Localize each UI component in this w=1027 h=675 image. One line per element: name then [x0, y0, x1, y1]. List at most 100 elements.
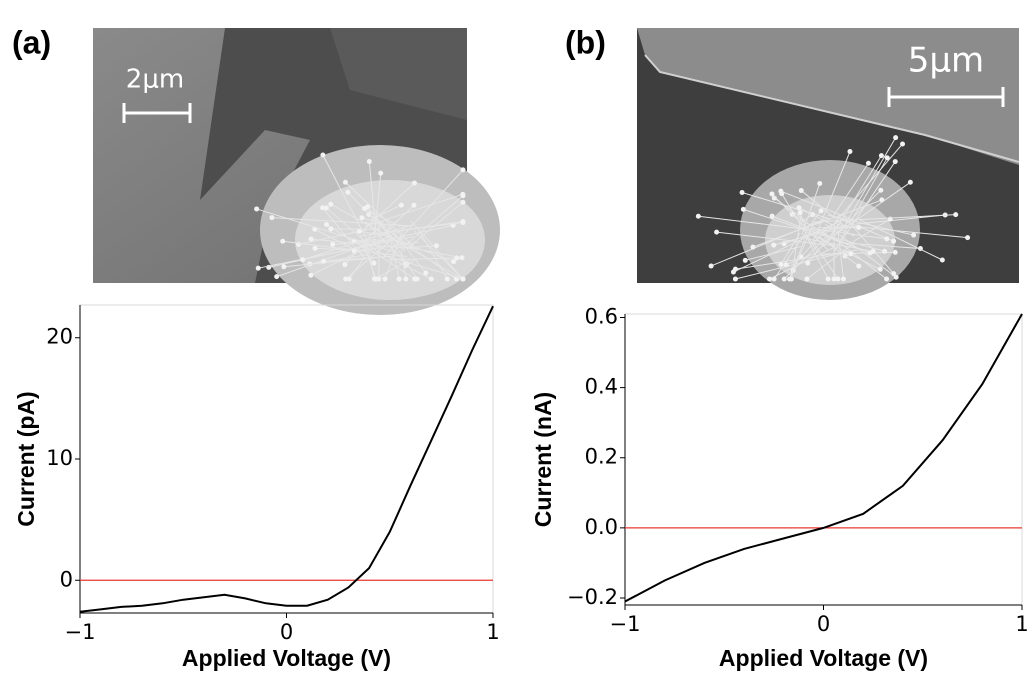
wire [822, 189, 882, 247]
wire [811, 151, 851, 245]
wire [698, 215, 806, 230]
wire-tip [444, 276, 450, 282]
x-tick-label: −1 [65, 620, 96, 644]
wire [364, 222, 464, 280]
wire-tip [783, 262, 789, 268]
y-tick-label: 10 [46, 446, 73, 470]
wire [404, 195, 464, 246]
wire-tip [396, 276, 402, 282]
wire-tip [320, 205, 326, 211]
wire [859, 219, 943, 261]
wire [832, 162, 869, 218]
wire-tip [805, 260, 811, 266]
wire-tip [321, 258, 327, 264]
y-tick-label: 0.6 [585, 305, 618, 329]
wire-tip [856, 225, 862, 231]
wire-tip [877, 266, 883, 272]
nanowires [254, 135, 971, 282]
wire-tip [840, 276, 846, 282]
wire-tip [323, 205, 329, 211]
wire-tip [778, 261, 784, 267]
x-tick-label: 0 [817, 612, 830, 636]
wire [792, 221, 816, 271]
wire-tip [907, 179, 913, 185]
wire [816, 234, 860, 267]
wire-tip [345, 189, 351, 195]
wire-tip [900, 141, 906, 147]
wire [798, 207, 855, 237]
wire-tip [781, 276, 787, 282]
wire [373, 173, 382, 246]
wire [852, 218, 891, 243]
wire-tip [403, 276, 409, 282]
wire-tip [848, 251, 854, 257]
wire [344, 220, 384, 265]
wire-tip [359, 215, 365, 221]
wire [314, 228, 368, 257]
wire-tip [382, 276, 388, 282]
wire-tip [269, 215, 275, 221]
wire-tip [769, 191, 775, 197]
wire [785, 251, 819, 266]
wire [855, 214, 946, 225]
wire-tip [798, 188, 804, 194]
wire-tip [342, 179, 348, 185]
wire-tip [856, 263, 862, 269]
scale-bar-label: 2μm [126, 65, 184, 95]
wire [735, 251, 846, 280]
x-tick-label: −1 [610, 612, 641, 636]
wire [789, 238, 806, 280]
wire [345, 235, 397, 280]
wire [773, 232, 806, 280]
wire-tip [893, 274, 899, 280]
wire-tip [835, 276, 841, 282]
wire-tip [460, 199, 466, 205]
wire [363, 249, 375, 264]
wire [322, 154, 375, 254]
sem-image-a [93, 28, 500, 315]
wire-tip [362, 205, 368, 211]
wire-tip [460, 218, 466, 224]
wire-tip [887, 216, 893, 222]
plot-frame [624, 313, 1023, 606]
wire [283, 256, 381, 268]
wire-tip [893, 135, 899, 141]
iv-curve [624, 313, 1023, 603]
wire-tip [878, 187, 884, 193]
wire-tip [891, 238, 897, 244]
wire [364, 193, 463, 228]
wire-tip [884, 155, 890, 161]
wire [373, 249, 432, 280]
wire-tip [342, 262, 348, 268]
wire [800, 190, 849, 230]
wire-tip [274, 274, 280, 280]
wire [801, 183, 821, 236]
iv-curve [79, 305, 494, 613]
wire-tip [312, 245, 318, 251]
wire [258, 236, 414, 269]
wire-tip [459, 255, 465, 261]
wire-tip [320, 152, 326, 158]
y-tick-label: 0 [60, 567, 73, 591]
wire [813, 214, 956, 223]
wire-tip [460, 276, 466, 282]
wire [302, 223, 415, 261]
wire-tip [378, 170, 384, 176]
wire-tip [308, 272, 314, 278]
y-tick-label: 0.0 [585, 515, 618, 539]
wire-tip [870, 248, 876, 254]
wire-tip [831, 276, 837, 282]
panel-label: (a) [12, 24, 51, 60]
wire [395, 258, 464, 280]
wire-tip [695, 213, 701, 219]
y-tick-label: 0.4 [585, 375, 618, 399]
wire-tip [769, 213, 775, 219]
wire [806, 242, 855, 280]
wire-tip [376, 276, 382, 282]
wire-tip [825, 276, 831, 282]
wire [807, 227, 887, 240]
wire-tip [766, 276, 772, 282]
wire [799, 212, 806, 228]
wire [367, 248, 375, 280]
